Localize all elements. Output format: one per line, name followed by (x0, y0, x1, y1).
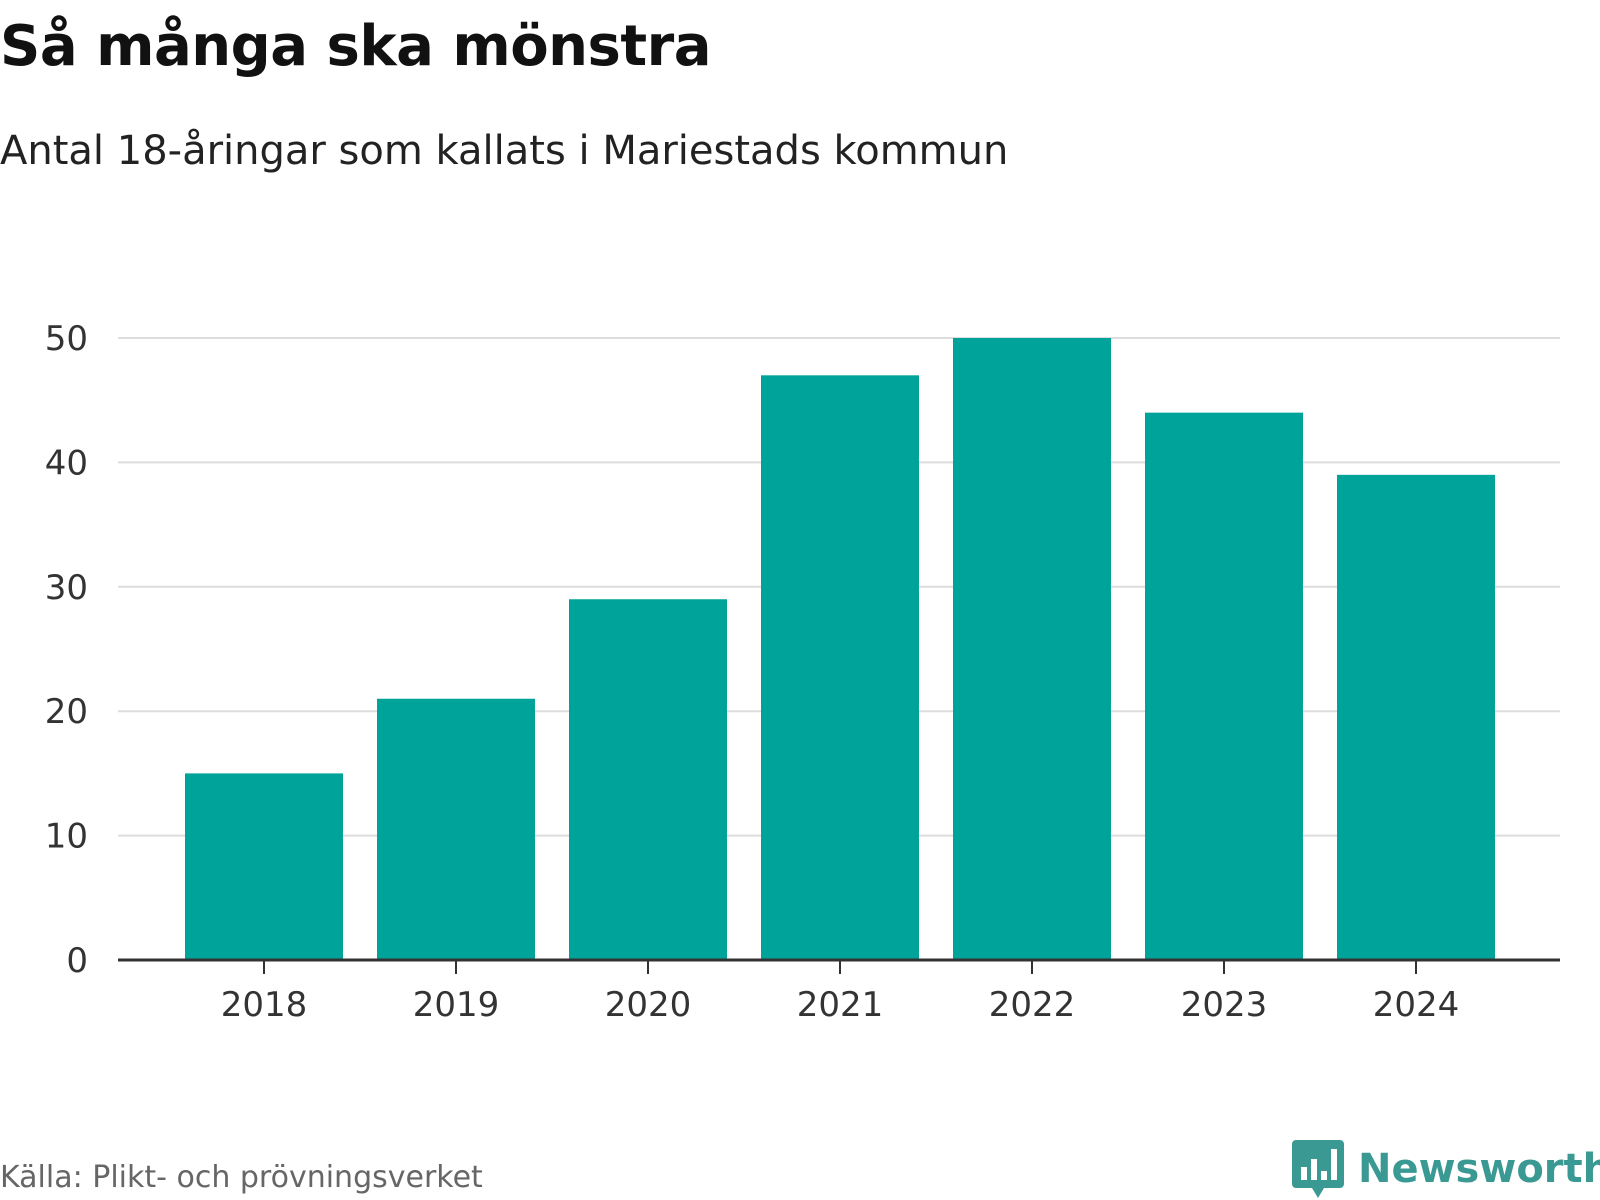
bar-2018 (185, 773, 343, 960)
speech-bubble-bar-chart-icon (1292, 1140, 1344, 1198)
y-tick-label: 0 (66, 941, 88, 981)
bars (185, 338, 1495, 960)
axes: 0 10 20 30 40 50 2018 2019 2020 2021 2022 2023 2024 (45, 319, 1560, 1025)
x-tick-label: 2019 (413, 985, 500, 1025)
chart-subtitle: Antal 18-åringar som kallats i Mariestad… (0, 128, 1009, 174)
bar-2021 (761, 375, 919, 960)
x-tick-label: 2018 (221, 985, 308, 1025)
bar-2020 (569, 599, 727, 960)
source-note: Källa: Plikt- och prövningsverket (0, 1160, 483, 1195)
y-tick-label: 30 (45, 568, 88, 608)
y-tick-label: 10 (45, 817, 88, 857)
y-tick-label: 40 (45, 443, 88, 483)
y-tick-label: 50 (45, 319, 88, 359)
bar-2019 (377, 698, 535, 960)
x-tick-label: 2021 (797, 985, 884, 1025)
x-tick-label: 2020 (605, 985, 692, 1025)
brand-logo: Newsworthy (1292, 1140, 1600, 1198)
chart-title: Så många ska mönstra (0, 14, 712, 79)
x-tick-label: 2024 (1373, 985, 1460, 1025)
bar-chart: 0 10 20 30 40 50 2018 2019 2020 2021 2022 2023 2024 (45, 319, 1560, 1025)
bar-2024 (1337, 474, 1495, 960)
x-tick-label: 2022 (989, 985, 1076, 1025)
bar-2022 (953, 338, 1111, 960)
x-tick-label: 2023 (1181, 985, 1268, 1025)
bar-2023 (1145, 412, 1303, 960)
brand-name: Newsworthy (1358, 1146, 1600, 1192)
y-tick-label: 20 (45, 692, 88, 732)
